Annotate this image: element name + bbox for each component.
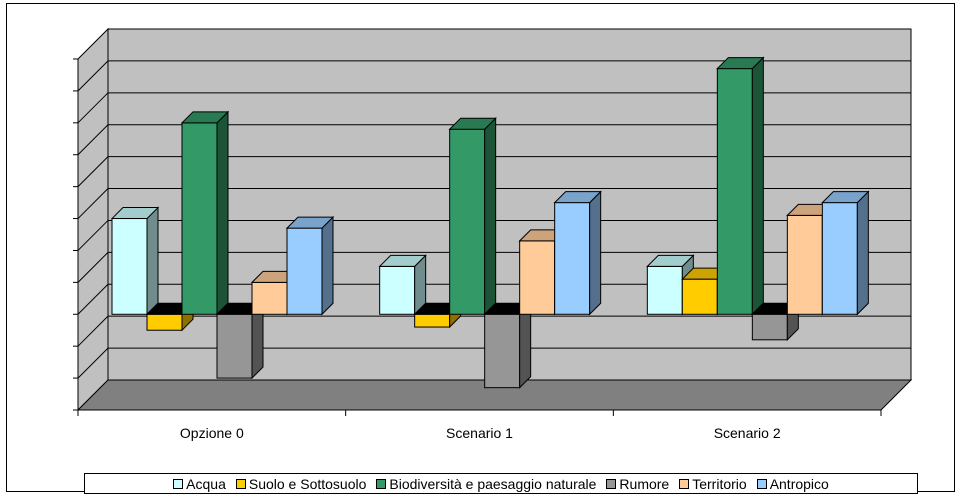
gridline [77,315,911,347]
legend-swatch [235,478,246,489]
bar-top [180,111,230,124]
x-tick-label: Opzione 0 [180,425,244,441]
legend-label: Rumore [619,475,670,492]
bar-top [821,191,870,204]
bar-side [146,206,159,316]
legend: Acqua Suolo e Sottosuolo Biodiversità e pa… [84,473,918,494]
gridline [77,124,911,156]
bar [110,206,160,316]
gridline [77,188,911,219]
gridline [77,251,911,283]
bar-front [449,128,486,315]
bar-front [554,202,591,315]
bar [483,302,532,389]
bar-front [379,265,416,315]
x-tick-label: Scenario 2 [714,425,781,441]
gridline [77,156,911,187]
bar-side [519,302,532,389]
gridline [77,283,911,315]
legend-item: Suolo e Sottosuolo [235,475,367,492]
bar-top [646,254,695,267]
legend-swatch [376,478,387,489]
bar-top [285,216,335,229]
bar [821,190,870,316]
legend-item: Antropico [756,475,829,492]
legend-item: Rumore [606,476,669,492]
chart-area: Opzione 0 Scenario 1 Scenario 2 Acqua Suolo… [6,3,955,494]
bar-front [414,313,451,328]
bar-front [181,122,218,315]
bar-front [786,214,823,315]
legend-swatch [173,478,184,489]
legend-label: Acqua [186,475,226,492]
bar-front [216,313,253,379]
bar [285,215,335,316]
bar-front [646,265,683,315]
bar [378,254,427,316]
bar-chart-3d: Opzione 0 Scenario 1 Scenario 2 [73,27,913,441]
gridlines [73,58,911,411]
bar-front [286,227,323,315]
bar-side [589,190,602,316]
legend-item: Biodiversità e paesaggio naturale [376,476,596,492]
bar [553,190,602,316]
bar-top [110,207,160,220]
bar [180,110,230,316]
bar-top [716,57,765,70]
bar-side [216,110,229,316]
legend-label: Biodiversità e paesaggio naturale [389,475,597,492]
bar [716,56,765,316]
legend-label: Antropico [769,475,829,492]
bar-side [751,56,764,316]
bar-front [519,240,556,315]
gridline [77,60,911,92]
x-axis: Opzione 0 Scenario 1 Scenario 2 [77,409,882,441]
gridline [77,347,911,379]
gridline [77,219,911,251]
bar-front [251,281,288,315]
bar-top [553,191,602,204]
bar-front [716,68,753,315]
bar-front [484,313,521,389]
bar-front [681,278,718,315]
bar-side [484,116,497,316]
legend-item: Acqua [173,476,226,492]
bar-top [448,117,497,130]
bar-side [856,190,869,316]
x-tick-label: Scenario 1 [446,425,513,441]
legend-label: Suolo e Sottosuolo [248,475,367,492]
bar-front [821,202,858,315]
bar [448,116,497,316]
gridline [77,92,911,124]
bar-front [146,313,183,331]
legend-swatch [606,478,617,489]
legend-swatch [679,478,690,489]
bars [110,56,870,389]
bar-front [751,313,788,341]
bar-top [378,254,427,267]
bar-side [321,215,334,316]
bar-front [111,218,148,315]
legend-item: Territorio [679,475,747,492]
legend-label: Territorio [692,475,747,492]
legend-swatch [756,478,767,489]
